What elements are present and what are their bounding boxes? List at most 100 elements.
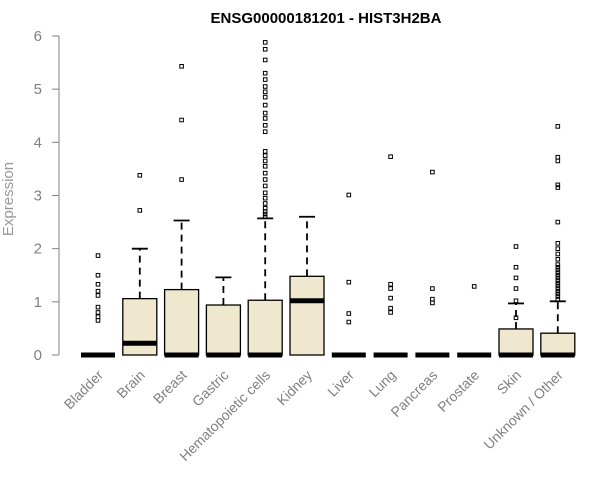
outlier-point [95, 281, 101, 287]
outlier-point [388, 154, 393, 159]
outlier-point [513, 264, 519, 270]
outlier-point [388, 305, 393, 311]
outlier-point [555, 262, 561, 267]
box-pancreas [415, 169, 450, 358]
outlier-point [471, 284, 477, 289]
outlier-point [262, 89, 268, 95]
outlier-point [262, 211, 268, 217]
box-kidney [289, 215, 325, 356]
box-iqr [540, 332, 576, 356]
x-tick-label: Kidney [274, 367, 316, 409]
outlier-point [388, 281, 393, 287]
outlier-point [179, 177, 184, 182]
outlier-point [262, 46, 268, 52]
box-hematopoietic-cells [247, 40, 283, 358]
x-tick-label: Skin [494, 367, 525, 398]
outlier-point [262, 190, 268, 196]
outlier-point [95, 318, 101, 323]
outlier-point [346, 279, 352, 285]
outlier-point [262, 183, 268, 189]
outlier-point [137, 208, 143, 213]
y-axis-label: Expression [0, 162, 17, 236]
outlier-point [555, 272, 561, 278]
outlier-point [555, 246, 561, 251]
box-liver [331, 192, 366, 358]
outlier-point [262, 84, 268, 89]
box-unknown-other [540, 124, 576, 358]
outlier-point [555, 286, 561, 291]
outlier-point [555, 124, 561, 129]
outlier-point [262, 214, 268, 220]
box-gastric [205, 276, 242, 358]
outlier-point [555, 267, 561, 273]
outlier-point [555, 257, 561, 262]
x-tick-label: Unknown / Other [480, 367, 566, 453]
outlier-point [137, 172, 143, 178]
outlier-point [262, 110, 268, 116]
box-iqr [247, 299, 283, 356]
x-tick-label: Liver [324, 367, 357, 400]
outlier-point [95, 310, 101, 315]
y-tick-label: 3 [34, 188, 42, 205]
y-tick-label: 0 [34, 347, 42, 364]
outlier-point [430, 296, 435, 302]
outlier-point [95, 288, 101, 294]
outlier-point [262, 170, 268, 176]
outlier-point [262, 205, 268, 211]
outlier-point [555, 278, 561, 283]
outlier-point [262, 116, 268, 121]
x-tick-label: Brain [113, 367, 147, 401]
outlier-point [513, 315, 519, 321]
box-lung [373, 154, 408, 358]
outlier-point [179, 64, 184, 69]
outlier-point [555, 296, 561, 302]
outlier-point [555, 185, 561, 190]
outlier-point [555, 291, 561, 297]
y-axis: 0 1 2 3 4 5 6 [34, 28, 60, 364]
outlier-point [513, 298, 519, 304]
y-tick-label: 6 [34, 28, 42, 45]
outlier-point [555, 270, 561, 275]
outlier-point [555, 275, 561, 281]
x-tick-label: Breast [150, 367, 190, 407]
outlier-point [262, 177, 268, 182]
y-tick-label: 4 [34, 134, 42, 151]
box-bladder [81, 253, 115, 358]
outlier-point [95, 293, 101, 298]
outlier-point [179, 117, 184, 123]
outlier-point [262, 158, 268, 164]
outlier-point [95, 314, 101, 320]
outlier-point [346, 311, 352, 316]
x-tick-label: Lung [365, 367, 398, 400]
outlier-point [555, 182, 561, 188]
outlier-point [95, 304, 101, 310]
outlier-point [262, 70, 268, 76]
outlier-point [555, 158, 561, 164]
outlier-point [388, 295, 393, 301]
x-tick-label: Bladder [61, 367, 107, 413]
outlier-point [430, 286, 435, 291]
outlier-point [95, 253, 101, 258]
boxes-group [81, 40, 576, 358]
outlier-point [262, 102, 268, 108]
outlier-point [262, 94, 268, 100]
outlier-point [555, 264, 561, 270]
outlier-point [388, 286, 393, 291]
outlier-point [262, 163, 268, 169]
box-iqr [205, 304, 242, 356]
outlier-point [555, 288, 561, 294]
box-iqr [122, 297, 158, 356]
outlier-point [262, 201, 268, 206]
box-iqr [498, 328, 534, 356]
outlier-point [430, 300, 435, 306]
outlier-point [388, 310, 393, 315]
outlier-point [95, 272, 101, 278]
outlier-point [555, 283, 561, 289]
outlier-point [555, 219, 561, 225]
box-iqr [289, 275, 325, 356]
outlier-point [262, 77, 268, 82]
outlier-point [346, 319, 352, 325]
outlier-point [262, 149, 268, 154]
